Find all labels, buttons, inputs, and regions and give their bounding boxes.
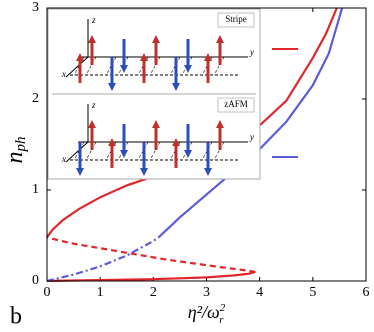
spin-head	[204, 53, 212, 61]
x-tick-label: 3	[203, 285, 210, 300]
spin-head	[204, 168, 212, 176]
x-tick-label: 2	[150, 285, 157, 300]
panel-tag: Stripe	[225, 14, 247, 24]
diagonal	[85, 141, 97, 161]
y-tick-label: 3	[32, 0, 39, 15]
panel-tag-box	[217, 12, 255, 28]
panel-tag-box	[217, 97, 255, 113]
y-label-base: n	[2, 152, 28, 164]
spin-head	[76, 168, 84, 176]
data-line	[46, 236, 256, 273]
y-label-sub: ph	[13, 137, 29, 153]
spin-head	[120, 65, 128, 73]
spin-head	[108, 83, 116, 91]
spin-head	[172, 83, 180, 91]
axis-name: z	[91, 15, 96, 25]
axis-name: x	[61, 69, 66, 79]
panel-tag: zAFM	[224, 99, 248, 109]
axis-name: y	[249, 47, 254, 57]
x-label-base: η²/ω	[188, 302, 220, 322]
y-axis-label: nph	[2, 137, 30, 164]
axis-name: y	[249, 132, 254, 142]
y-tick-label: 1	[32, 182, 39, 197]
spin-head	[108, 138, 116, 146]
diagonal	[149, 56, 161, 76]
spin-head	[140, 168, 148, 176]
spin-head	[76, 53, 84, 61]
y-tick-label: 0	[32, 273, 39, 288]
spin-head	[172, 138, 180, 146]
data-line	[46, 270, 256, 283]
x-tick-label: 6	[363, 285, 370, 300]
diagonal	[213, 56, 225, 76]
panel-label: b	[10, 304, 22, 330]
plot-frame	[46, 7, 367, 282]
x-label-sup: 2	[220, 302, 226, 314]
spin-head	[184, 150, 192, 158]
x-tick-label: 4	[256, 285, 263, 300]
x-tick-label: 1	[97, 285, 104, 300]
spin-head	[152, 35, 160, 43]
diagonal	[85, 56, 97, 76]
axis-name: z	[91, 100, 96, 110]
x-tick-label: 0	[44, 285, 51, 300]
axis-name: x	[61, 154, 66, 164]
spin-head	[152, 120, 160, 128]
spin-head	[216, 120, 224, 128]
diagonal	[213, 141, 225, 161]
x-axis-label: η²/ω2 r	[188, 302, 226, 326]
spin-head	[140, 53, 148, 61]
diagonal	[149, 141, 161, 161]
spin-head	[216, 35, 224, 43]
x-label-sub: r	[219, 314, 224, 326]
spin-head	[184, 65, 192, 73]
spin-head	[88, 120, 96, 128]
spin-head	[120, 150, 128, 158]
y-tick-label: 2	[32, 91, 39, 106]
x-tick-label: 5	[309, 285, 316, 300]
axis-x	[65, 56, 89, 78]
axis-x	[65, 141, 89, 163]
data-line	[46, 236, 160, 283]
spin-head	[88, 35, 96, 43]
